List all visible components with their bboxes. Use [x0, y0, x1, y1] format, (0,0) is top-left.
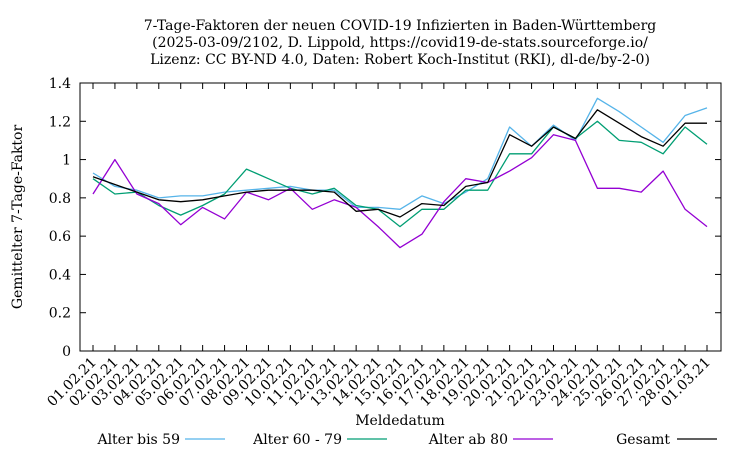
series-lines: [92, 97, 708, 249]
y-tick-label: 0.4: [49, 267, 71, 283]
legend-label-2: Alter 60 - 79: [252, 432, 342, 448]
y-tick-label: 1.2: [49, 114, 71, 130]
y-tick-label: 1.4: [49, 76, 71, 92]
legend: Alter bis 59 Alter 60 - 79 Alter ab 80 Gesa…: [96, 432, 717, 448]
y-tick-label: 1: [62, 153, 71, 169]
series-line-1: [92, 97, 708, 210]
y-tick-label: 0.2: [49, 306, 71, 322]
x-axis: 01.02.2102.02.2103.02.2104.02.2105.02.21…: [44, 83, 714, 410]
y-axis-label: Gemittelter 7-Tage-Faktor: [10, 125, 26, 310]
legend-label-1: Alter bis 59: [96, 432, 180, 448]
series-line-4: [92, 109, 707, 218]
chart-title-line-2: (2025-03-09/2102, D. Lippold, https://co…: [152, 35, 648, 51]
legend-label-3: Alter ab 80: [428, 432, 508, 448]
y-axis: 0 0.2 0.4 0.6 0.8 1 1.2 1.4: [49, 76, 721, 360]
y-tick-label: 0.8: [49, 191, 71, 207]
chart-title-line-3: Lizenz: CC BY-ND 4.0, Daten: Robert Koch…: [150, 52, 650, 68]
y-tick-label: 0.6: [49, 229, 71, 245]
legend-label-4: Gesamt: [616, 432, 670, 448]
series-line-3: [92, 134, 708, 249]
x-axis-label: Meldedatum: [355, 413, 445, 429]
y-tick-label: 0: [62, 344, 71, 360]
chart-title: 7-Tage-Faktoren der neuen COVID-19 Infiz…: [144, 18, 657, 68]
chart-title-line-1: 7-Tage-Faktoren der neuen COVID-19 Infiz…: [144, 18, 657, 34]
series-line-2: [92, 120, 708, 228]
